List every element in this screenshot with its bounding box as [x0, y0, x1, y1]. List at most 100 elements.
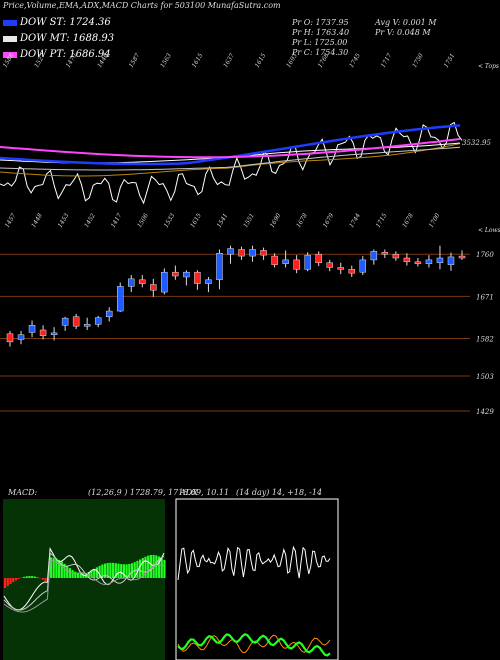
macd-histogram-bar [90, 570, 93, 578]
ema-line-magenta [0, 138, 461, 159]
macd-histogram-bar [136, 560, 139, 578]
macd-histogram-bar [52, 557, 55, 578]
macd-histogram-bar [160, 557, 163, 578]
legend-dow-pt: DOW PT: 1686.94 [3, 49, 111, 60]
adx-panel [175, 498, 339, 660]
top-label: 1717 [380, 52, 394, 69]
macd-histogram-bar [117, 563, 120, 578]
candle-body [315, 253, 322, 263]
adx-plus-di [177, 632, 331, 657]
low-label: 1678 [295, 212, 309, 229]
macd-histogram-bar [144, 556, 147, 578]
macd-histogram-bar [130, 563, 134, 578]
candle-body [249, 249, 256, 257]
low-label: 1700 [428, 212, 442, 229]
top-label: 1637 [222, 52, 236, 69]
y-tick-label: 1429 [476, 408, 494, 416]
candle-body [161, 271, 168, 293]
candle-body [348, 269, 356, 274]
y-tick-label: 1582 [476, 336, 494, 344]
low-label: 1533 [163, 212, 177, 229]
macd-histogram-bar [149, 555, 152, 578]
candle-body [425, 259, 433, 264]
candle-body [458, 255, 466, 259]
macd-histogram-bar [68, 568, 71, 578]
macd-histogram-bar [120, 564, 123, 578]
candle-body [50, 332, 58, 335]
macd-histogram-bar [74, 571, 77, 578]
macd-histogram-bar [44, 578, 47, 582]
macd-histogram-bar [93, 568, 96, 578]
macd-line [3, 547, 165, 611]
macd-histogram-bar [28, 576, 31, 578]
candle-body [447, 256, 455, 265]
macd-histogram-bar [157, 556, 161, 578]
macd-histogram-bar [122, 564, 125, 578]
candle-body [216, 253, 223, 281]
candle-body [238, 249, 245, 257]
legend-label-pt: DOW PT: 1686.94 [20, 49, 111, 60]
candle-body [128, 278, 135, 287]
candle-body [370, 251, 378, 261]
candle-body [304, 254, 311, 270]
macd-histogram-bar [63, 563, 66, 578]
top-label: 1470 [65, 52, 79, 69]
macd-histogram-bar [12, 578, 15, 583]
candle-body [271, 255, 278, 265]
price-label: 3532.95 [462, 139, 491, 147]
macd-histogram-bar [36, 577, 39, 578]
ema-line-gray [0, 146, 461, 171]
low-label: 1541 [216, 212, 230, 229]
candle-body [28, 325, 36, 333]
top-label: 1745 [348, 52, 362, 69]
candle-body [116, 286, 124, 312]
macd-histogram-bar [163, 559, 166, 578]
candle-body [337, 267, 344, 270]
candle-body [105, 310, 113, 317]
ema-panel: < Tops < Lows 3532.95 1588 1527 1470 1440 1587 1… [0, 52, 500, 234]
candle-body [83, 324, 91, 327]
macd-histogram-bar [17, 578, 20, 580]
macd-panel [3, 499, 166, 660]
top-label: 1768 [317, 52, 331, 69]
macd-histogram-bar [128, 563, 131, 578]
macd-histogram-bar [55, 558, 58, 578]
candle-body [293, 259, 300, 270]
candle-body [39, 329, 47, 336]
candle-body [359, 259, 367, 273]
macd-histogram-bar [6, 578, 9, 586]
ohlc-close: Pr C: 1754.30 [292, 48, 349, 57]
macd-histogram-bar [109, 562, 112, 578]
ohlc-volume: Pr V: 0.048 M [375, 28, 431, 37]
candle-body [17, 334, 25, 340]
macd-histogram-bar [147, 555, 150, 578]
candle-body [72, 316, 80, 327]
ohlc-open: Pr O: 1737.95 [292, 18, 349, 27]
top-label: 1588 [2, 52, 16, 69]
macd-histogram-bar [141, 557, 144, 578]
top-label: 1751 [443, 52, 457, 69]
macd-histogram-bar [4, 578, 7, 588]
macd-histogram-bar [155, 555, 158, 578]
candle-body [6, 333, 14, 343]
macd-third-line [3, 559, 165, 613]
macd-histogram-bar [79, 573, 82, 578]
low-label: 1690 [269, 212, 283, 229]
adx-label: ADX [180, 488, 198, 497]
macd-histogram-bar [66, 565, 69, 578]
macd-histogram-bar [125, 564, 128, 578]
low-label: 1679 [322, 212, 336, 229]
macd-histogram-bar [60, 561, 63, 578]
top-label: 1527 [33, 52, 47, 69]
macd-histogram-bar [101, 564, 104, 578]
legend-swatch-pt [3, 51, 17, 58]
candle-body [381, 252, 389, 255]
macd-params: (12,26,9 ) 1728.79, 1718.69, 10.11 [88, 488, 230, 497]
macd-histogram-bar [71, 570, 74, 578]
macd-histogram-bar [106, 563, 109, 578]
top-label: 1563 [159, 52, 173, 69]
legend-dow-mt: DOW MT: 1688.93 [3, 33, 114, 44]
low-label: 1457 [4, 212, 18, 229]
low-label: 1744 [348, 212, 362, 229]
candle-body [61, 317, 69, 326]
